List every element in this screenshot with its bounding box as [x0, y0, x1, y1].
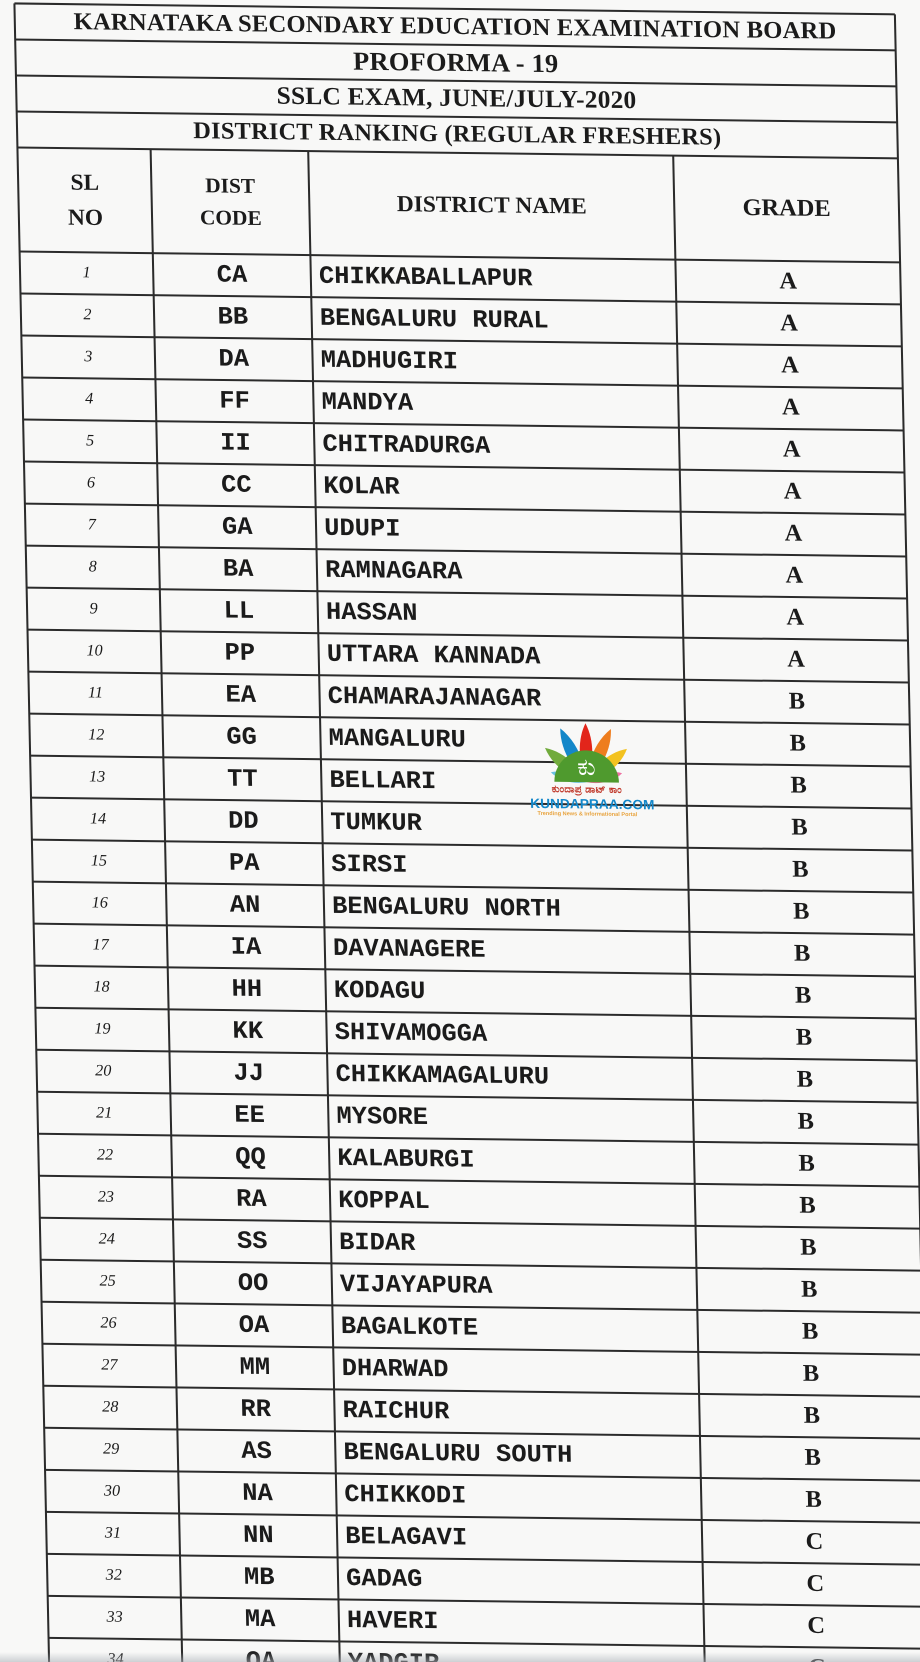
svg-text:ಕು: ಕು — [577, 754, 596, 781]
